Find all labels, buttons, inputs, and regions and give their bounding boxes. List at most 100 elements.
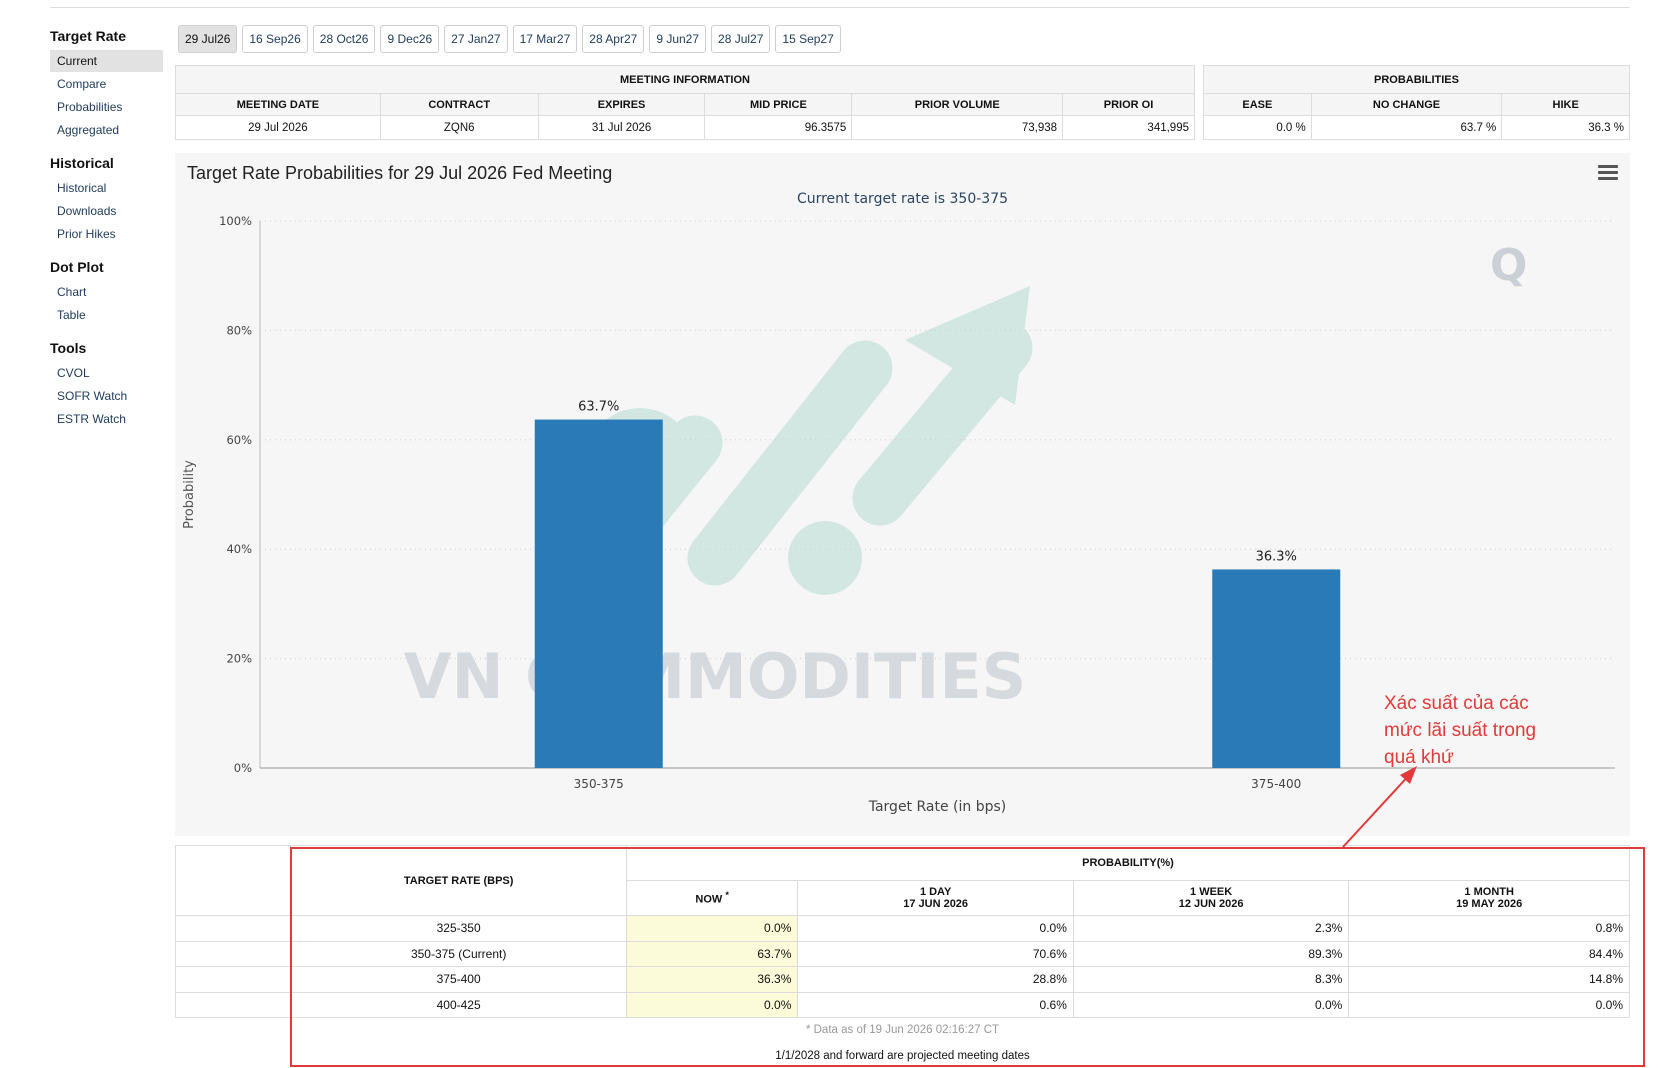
mid-price-value: 96.3575 (704, 115, 853, 140)
col-hike: HIKE (1501, 93, 1630, 116)
sidebar-item-aggregated[interactable]: Aggregated (57, 123, 120, 137)
no-change-value: 63.7 % (1310, 115, 1503, 140)
y-axis-title: Probability (182, 460, 197, 529)
meeting-date-value: 29 Jul 2026 (175, 115, 381, 140)
col-expires: EXPIRES (537, 93, 706, 116)
tab-29-jul26[interactable]: 29 Jul26 (178, 25, 238, 53)
meeting-date-tabs: 29 Jul26 16 Sep26 28 Oct26 9 Dec26 27 Ja… (178, 25, 841, 53)
col-prior-volume: PRIOR VOLUME (851, 93, 1064, 116)
sidebar-item-sofr-watch[interactable]: SOFR Watch (57, 389, 128, 403)
chart-title: Target Rate Probabilities for 29 Jul 202… (187, 163, 613, 183)
table-row: 400-425 0.0% 0.6% 0.0% 0.0% (174, 991, 1630, 1018)
col-1-day: 1 DAY 17 JUN 2026 (797, 880, 1074, 916)
rate-label: 400-425 (290, 991, 627, 1018)
1-week-value: 89.3% (1072, 940, 1350, 967)
annotation-text: Xác suất của các mức lãi suất trong quá … (1384, 693, 1537, 768)
ease-value: 0.0 % (1203, 115, 1312, 140)
bar-350-375[interactable] (534, 419, 663, 768)
data-label: 63.7% (578, 400, 619, 415)
1-month-value: 0.8% (1348, 915, 1630, 942)
tab-28-jul27[interactable]: 28 Jul27 (711, 25, 771, 53)
1-week-value: 0.0% (1072, 991, 1350, 1018)
sidebar-item-chart[interactable]: Chart (57, 285, 87, 299)
y-tick-label: 100% (219, 214, 252, 228)
col-1-week: 1 WEEK 12 JUN 2026 (1072, 880, 1350, 916)
sidebar-heading: Target Rate (50, 28, 126, 44)
col-contract: CONTRACT (379, 93, 539, 116)
prior-oi-value: 341,995 (1062, 115, 1195, 140)
probabilities-summary-table: PROBABILITIES EASE NO CHANGE HIKE 0.0 % … (1203, 65, 1630, 140)
x-axis-title: Target Rate (in bps) (868, 799, 1007, 815)
contract-value: ZQN6 (379, 115, 539, 140)
sidebar-item-estr-watch[interactable]: ESTR Watch (57, 412, 126, 426)
table-row: 375-400 36.3% 28.8% 8.3% 14.8% (174, 966, 1630, 993)
sidebar-item-cvol[interactable]: CVOL (57, 366, 90, 380)
sidebar-item-table[interactable]: Table (57, 308, 86, 322)
q-logo-icon: Q (1490, 240, 1527, 291)
probability-chart-panel: Target Rate Probabilities for 29 Jul 202… (175, 153, 1630, 836)
sidebar-section-historical: Historical Historical Downloads Prior Hi… (50, 155, 165, 245)
col-1-month: 1 MONTH 19 MAY 2026 (1348, 880, 1630, 916)
probabilities-header: PROBABILITIES (1203, 65, 1630, 94)
sidebar-item-downloads[interactable]: Downloads (57, 204, 117, 218)
tab-15-sep27[interactable]: 15 Sep27 (775, 25, 841, 53)
top-divider (50, 7, 1630, 8)
y-tick-label: 0% (234, 761, 252, 775)
col-now: NOW * (625, 880, 799, 916)
y-tick-label: 40% (226, 542, 252, 556)
y-tick-label: 60% (226, 433, 252, 447)
tab-16-sep26[interactable]: 16 Sep26 (242, 25, 308, 53)
col-mid-price: MID PRICE (704, 93, 853, 116)
tab-9-jun27[interactable]: 9 Jun27 (649, 25, 707, 53)
expires-value: 31 Jul 2026 (537, 115, 706, 140)
sidebar-section-target-rate: Target Rate Current Compare Probabilitie… (50, 28, 165, 141)
hamburger-menu-icon[interactable] (1598, 165, 1618, 181)
meeting-information-table: MEETING INFORMATION MEETING DATE CONTRAC… (175, 65, 1195, 140)
prior-volume-value: 73,938 (851, 115, 1064, 140)
chart-subtitle: Current target rate is 350-375 (796, 191, 1009, 207)
now-value: 0.0% (625, 915, 799, 942)
now-value: 36.3% (625, 966, 799, 993)
1-day-value: 0.0% (797, 915, 1074, 942)
1-day-value: 70.6% (797, 940, 1074, 967)
sidebar-item-probabilities[interactable]: Probabilities (57, 100, 123, 114)
sidebar-item-prior-hikes[interactable]: Prior Hikes (57, 227, 116, 241)
col-no-change: NO CHANGE (1310, 93, 1503, 116)
sidebar-item-compare[interactable]: Compare (57, 77, 107, 91)
1-month-value: 84.4% (1348, 940, 1630, 967)
sidebar-heading: Dot Plot (50, 259, 104, 275)
sidebar-heading: Historical (50, 155, 114, 171)
blank-cell (174, 845, 291, 916)
1-month-value: 0.0% (1348, 991, 1630, 1018)
table-row: 350-375 (Current) 63.7% 70.6% 89.3% 84.4… (174, 940, 1630, 967)
y-tick-label: 20% (226, 652, 252, 666)
1-day-value: 28.8% (797, 966, 1074, 993)
sidebar-item-historical[interactable]: Historical (57, 181, 107, 195)
x-tick-label: 350-375 (574, 777, 624, 791)
rate-label: 350-375 (Current) (290, 940, 627, 967)
tab-28-apr27[interactable]: 28 Apr27 (582, 25, 645, 53)
tab-27-jan27[interactable]: 27 Jan27 (444, 25, 508, 53)
projected-dates-note: 1/1/2028 and forward are projected meeti… (775, 1050, 1030, 1062)
data-label: 36.3% (1256, 549, 1297, 564)
1-week-value: 8.3% (1072, 966, 1350, 993)
tab-28-oct26[interactable]: 28 Oct26 (312, 25, 376, 53)
1-month-value: 14.8% (1348, 966, 1630, 993)
col-ease: EASE (1203, 93, 1312, 116)
y-tick-label: 80% (226, 323, 252, 337)
tab-9-dec26[interactable]: 9 Dec26 (380, 25, 440, 53)
bar-375-400[interactable] (1212, 569, 1341, 768)
watermark-logo-icon (542, 286, 1033, 626)
sidebar-section-tools: Tools CVOL SOFR Watch ESTR Watch (50, 340, 165, 430)
sidebar-item-current[interactable]: Current (50, 50, 163, 72)
1-day-value: 0.6% (797, 991, 1074, 1018)
rate-label: 325-350 (290, 915, 627, 942)
now-value: 0.0% (625, 991, 799, 1018)
col-probability-header: PROBABILITY(%) (625, 845, 1631, 881)
tab-17-mar27[interactable]: 17 Mar27 (512, 25, 578, 53)
table-row: 325-350 0.0% 0.0% 2.3% 0.8% (174, 915, 1630, 942)
col-meeting-date: MEETING DATE (175, 93, 381, 116)
sidebar-section-dot-plot: Dot Plot Chart Table (50, 259, 165, 326)
svg-text:Q: Q (1490, 240, 1527, 291)
sidebar-heading: Tools (50, 340, 87, 356)
